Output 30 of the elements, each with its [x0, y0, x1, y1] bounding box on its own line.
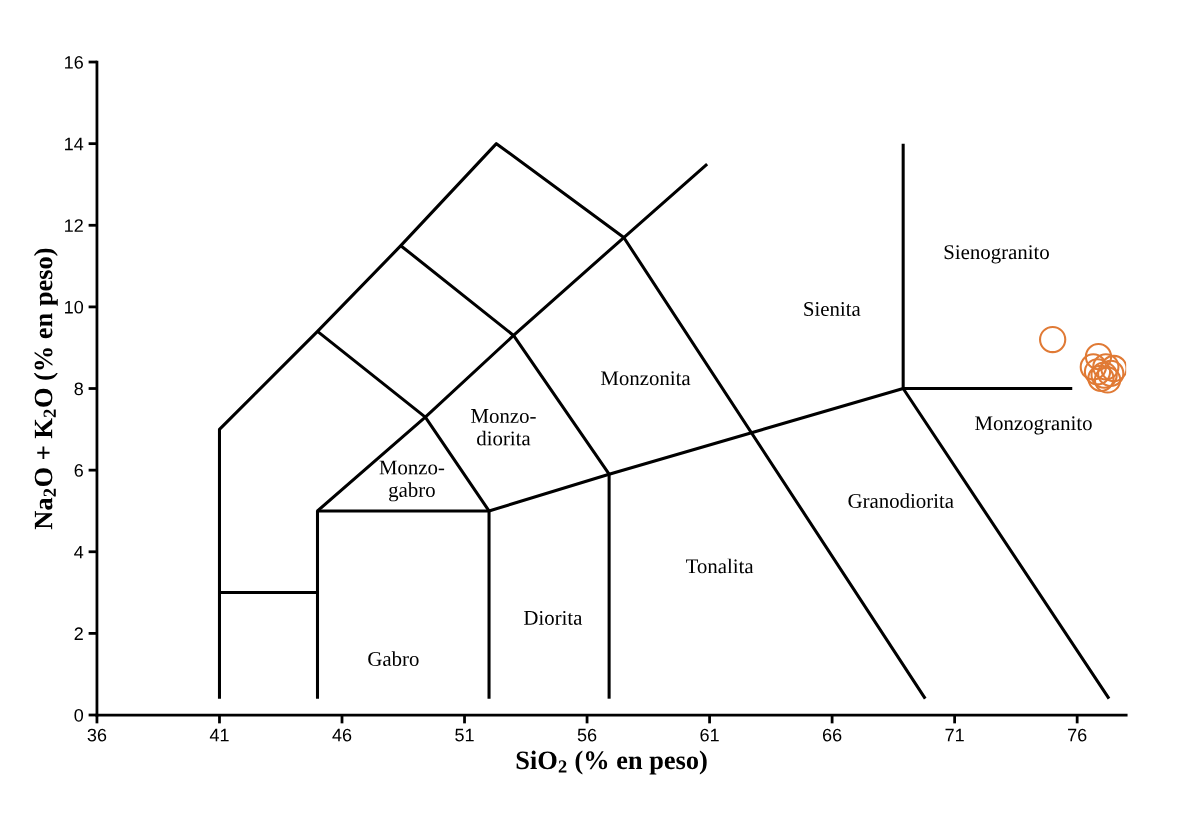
x-tick-label: 41	[209, 728, 229, 742]
annotation: Gabro	[368, 651, 419, 667]
annotation: Diorita	[523, 610, 583, 625]
annotation: Monzo- diorita	[471, 409, 536, 446]
y-tick-label: 2	[74, 627, 83, 640]
x-tick-label: 51	[455, 728, 474, 742]
annotation: Granodiorita	[848, 493, 954, 509]
x-tick-label: 61	[700, 728, 719, 742]
annotation: Sienita	[804, 302, 861, 317]
x-tick-label: 36	[87, 728, 107, 742]
x-axis-title: SiO$_{2}$ (% en peso)	[516, 750, 707, 775]
annotation: Monzonita	[600, 371, 691, 386]
y-tick-label: 14	[65, 137, 84, 151]
y-axis-title: Na$_{2}$O + K$_{2}$O (% en peso)	[33, 248, 58, 530]
y-tick-label: 4	[74, 545, 84, 559]
x-tick-label: 56	[577, 728, 597, 742]
y-tick-label: 0	[74, 708, 84, 722]
x-tick-label: 76	[1068, 728, 1087, 742]
annotation: Monzogranito	[975, 416, 1092, 435]
x-tick-label: 46	[332, 728, 352, 742]
x-tick-label: 71	[945, 728, 964, 742]
y-tick-label: 12	[65, 219, 83, 232]
annotation: Monzo- gabro	[379, 460, 445, 502]
x-tick-label: 66	[822, 728, 842, 742]
annotation: Sienogranito	[944, 245, 1049, 264]
y-tick-label: 8	[74, 382, 83, 396]
y-tick-label: 10	[65, 300, 84, 314]
annotation: Tonalita	[686, 558, 754, 574]
y-tick-label: 16	[65, 55, 83, 69]
y-tick-label: 6	[74, 464, 83, 477]
